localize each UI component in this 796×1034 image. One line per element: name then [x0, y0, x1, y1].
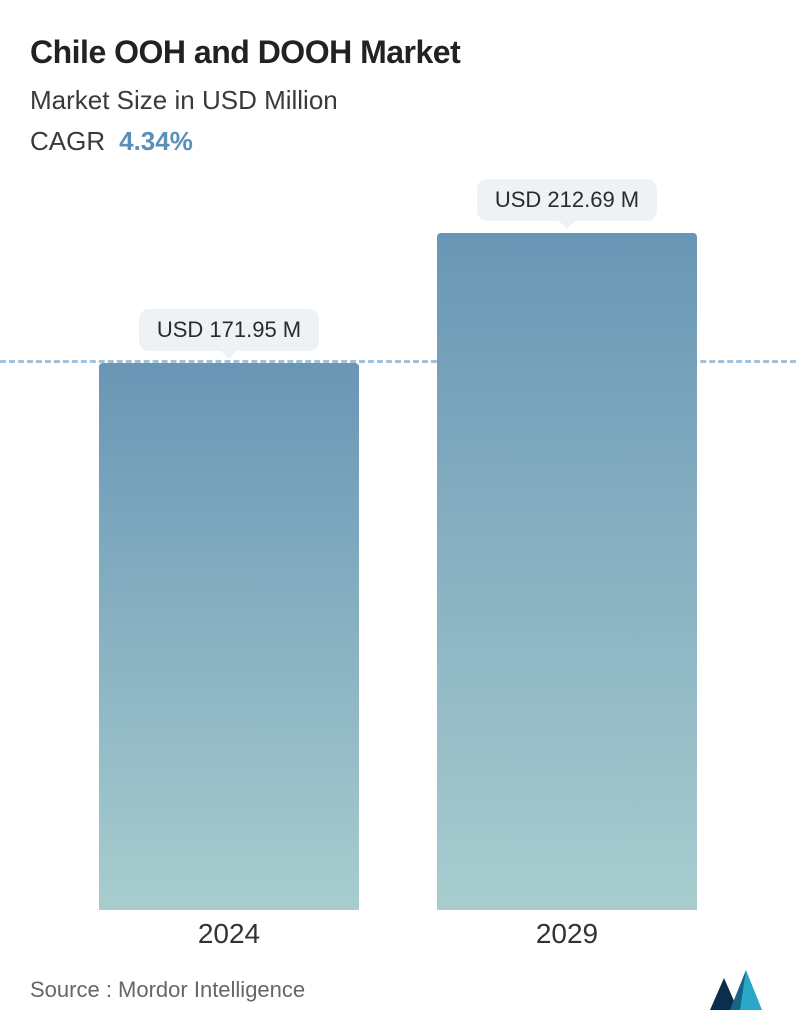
cagr-value: 4.34% — [119, 126, 193, 157]
x-axis: 2024 2029 — [0, 918, 796, 950]
bar-2029 — [437, 233, 697, 910]
cagr-label: CAGR — [30, 126, 105, 157]
chart-subtitle: Market Size in USD Million — [30, 85, 766, 116]
bar-group-2024: USD 171.95 M — [99, 309, 359, 910]
x-label-2029: 2029 — [437, 918, 697, 950]
bars-container: USD 171.95 MUSD 212.69 M — [0, 210, 796, 910]
bar-2024 — [99, 363, 359, 910]
chart-title: Chile OOH and DOOH Market — [30, 34, 766, 71]
footer: Source : Mordor Intelligence — [30, 970, 766, 1010]
source-text: Source : Mordor Intelligence — [30, 977, 305, 1003]
value-label-2024: USD 171.95 M — [139, 309, 319, 351]
value-label-2029: USD 212.69 M — [477, 179, 657, 221]
mordor-logo-icon — [710, 970, 766, 1010]
cagr-row: CAGR 4.34% — [30, 126, 766, 157]
chart-area: USD 171.95 MUSD 212.69 M — [0, 210, 796, 910]
chart-canvas: Chile OOH and DOOH Market Market Size in… — [0, 0, 796, 1034]
x-label-2024: 2024 — [99, 918, 359, 950]
bar-group-2029: USD 212.69 M — [437, 179, 697, 910]
